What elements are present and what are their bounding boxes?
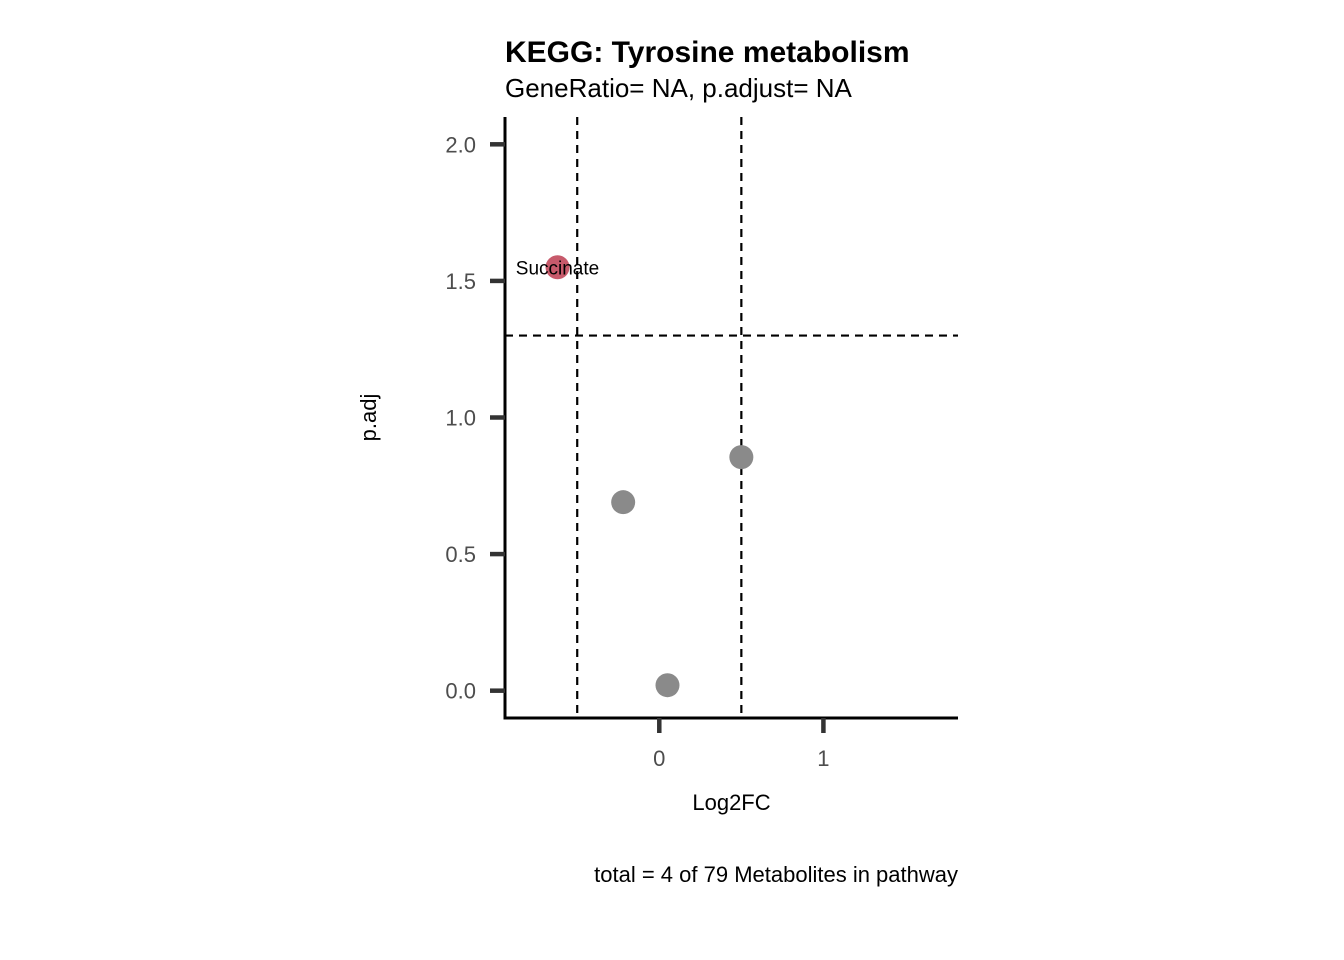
data-point bbox=[729, 445, 754, 470]
x-tick-label: 1 bbox=[817, 746, 829, 771]
y-tick-label: 1.0 bbox=[445, 406, 476, 431]
y-axis-title: p.adj bbox=[356, 394, 381, 442]
chart-title: KEGG: Tyrosine metabolism bbox=[505, 36, 910, 69]
x-tick-label: 0 bbox=[653, 746, 665, 771]
y-axis-ticks: 0.0 0.5 1.0 1.5 2.0 bbox=[445, 132, 505, 704]
point-label: Succinate bbox=[516, 258, 599, 279]
y-tick-label: 0.5 bbox=[445, 542, 476, 567]
data-points: Succinate bbox=[516, 255, 754, 698]
y-tick-label: 0.0 bbox=[445, 679, 476, 704]
reference-lines bbox=[505, 117, 958, 718]
y-tick-label: 1.5 bbox=[445, 269, 476, 294]
chart-caption: total = 4 of 79 Metabolites in pathway bbox=[594, 862, 958, 887]
data-point bbox=[655, 673, 680, 698]
y-tick-label: 2.0 bbox=[445, 132, 476, 157]
data-point bbox=[545, 255, 570, 280]
data-point bbox=[611, 490, 636, 515]
axes bbox=[503, 117, 958, 720]
chart-subtitle: GeneRatio= NA, p.adjust= NA bbox=[505, 73, 853, 103]
x-axis-title: Log2FC bbox=[692, 790, 770, 815]
